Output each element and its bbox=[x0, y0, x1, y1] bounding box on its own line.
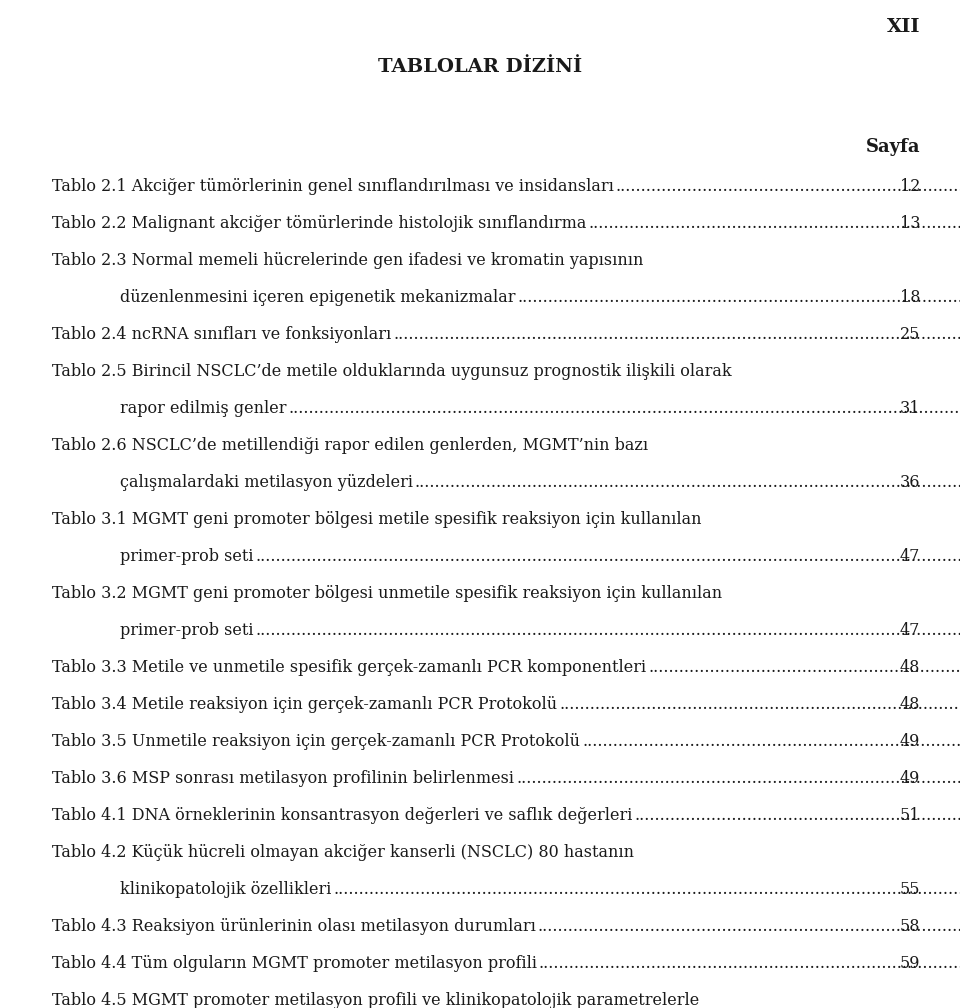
Text: ................................................................................: ........................................… bbox=[538, 918, 960, 935]
Text: 48: 48 bbox=[900, 696, 920, 713]
Text: Tablo 4.3 Reaksiyon ürünlerinin olası metilasyon durumları: Tablo 4.3 Reaksiyon ürünlerinin olası me… bbox=[52, 918, 536, 935]
Text: Tablo 2.3 Normal memeli hücrelerinde gen ifadesi ve kromatin yapısının: Tablo 2.3 Normal memeli hücrelerinde gen… bbox=[52, 252, 643, 269]
Text: çalışmalardaki metilasyon yüzdeleri: çalışmalardaki metilasyon yüzdeleri bbox=[120, 474, 413, 491]
Text: TABLOLAR DİZİNİ: TABLOLAR DİZİNİ bbox=[378, 58, 582, 76]
Text: ................................................................................: ........................................… bbox=[517, 289, 960, 306]
Text: Tablo 3.2 MGMT geni promoter bölgesi unmetile spesifik reaksiyon için kullanılan: Tablo 3.2 MGMT geni promoter bölgesi unm… bbox=[52, 585, 722, 602]
Text: ................................................................................: ........................................… bbox=[616, 178, 960, 195]
Text: Tablo 2.1 Akciğer tümörlerinin genel sınıflandırılması ve insidansları: Tablo 2.1 Akciğer tümörlerinin genel sın… bbox=[52, 178, 613, 195]
Text: 47: 47 bbox=[900, 548, 920, 565]
Text: primer-prob seti: primer-prob seti bbox=[120, 548, 253, 565]
Text: 13: 13 bbox=[900, 215, 920, 232]
Text: Tablo 2.6 NSCLC’de metillendiği rapor edilen genlerden, MGMT’nin bazı: Tablo 2.6 NSCLC’de metillendiği rapor ed… bbox=[52, 437, 648, 454]
Text: 58: 58 bbox=[900, 918, 920, 935]
Text: ................................................................................: ........................................… bbox=[415, 474, 960, 491]
Text: Tablo 4.5 MGMT promoter metilasyon profili ve klinikopatolojik parametrelerle: Tablo 4.5 MGMT promoter metilasyon profi… bbox=[52, 992, 699, 1008]
Text: 48: 48 bbox=[900, 659, 920, 676]
Text: XII: XII bbox=[886, 18, 920, 36]
Text: Tablo 4.1 DNA örneklerinin konsantrasyon değerleri ve saflık değerleri: Tablo 4.1 DNA örneklerinin konsantrasyon… bbox=[52, 807, 633, 824]
Text: Tablo 3.3 Metile ve unmetile spesifik gerçek-zamanlı PCR komponentleri: Tablo 3.3 Metile ve unmetile spesifik ge… bbox=[52, 659, 646, 676]
Text: 49: 49 bbox=[900, 733, 920, 750]
Text: rapor edilmiş genler: rapor edilmiş genler bbox=[120, 400, 286, 417]
Text: 47: 47 bbox=[900, 622, 920, 639]
Text: primer-prob seti: primer-prob seti bbox=[120, 622, 253, 639]
Text: ................................................................................: ........................................… bbox=[394, 326, 960, 343]
Text: Sayfa: Sayfa bbox=[866, 138, 920, 156]
Text: 59: 59 bbox=[900, 955, 920, 972]
Text: Tablo 4.2 Küçük hücreli olmayan akciğer kanserli (NSCLC) 80 hastanın: Tablo 4.2 Küçük hücreli olmayan akciğer … bbox=[52, 844, 634, 861]
Text: Tablo 4.4 Tüm olguların MGMT promoter metilasyon profili: Tablo 4.4 Tüm olguların MGMT promoter me… bbox=[52, 955, 537, 972]
Text: 12: 12 bbox=[900, 178, 920, 195]
Text: düzenlenmesini içeren epigenetik mekanizmalar: düzenlenmesini içeren epigenetik mekaniz… bbox=[120, 289, 516, 306]
Text: 36: 36 bbox=[900, 474, 920, 491]
Text: ................................................................................: ........................................… bbox=[333, 881, 960, 898]
Text: ................................................................................: ........................................… bbox=[289, 400, 960, 417]
Text: Tablo 3.1 MGMT geni promoter bölgesi metile spesifik reaksiyon için kullanılan: Tablo 3.1 MGMT geni promoter bölgesi met… bbox=[52, 511, 702, 528]
Text: ................................................................................: ........................................… bbox=[648, 659, 960, 676]
Text: 18: 18 bbox=[900, 289, 920, 306]
Text: 49: 49 bbox=[900, 770, 920, 787]
Text: ................................................................................: ........................................… bbox=[559, 696, 960, 713]
Text: ................................................................................: ........................................… bbox=[539, 955, 960, 972]
Text: 51: 51 bbox=[900, 807, 920, 824]
Text: Tablo 3.4 Metile reaksiyon için gerçek-zamanlı PCR Protokolü: Tablo 3.4 Metile reaksiyon için gerçek-z… bbox=[52, 696, 557, 713]
Text: 31: 31 bbox=[900, 400, 920, 417]
Text: ................................................................................: ........................................… bbox=[635, 807, 960, 824]
Text: ................................................................................: ........................................… bbox=[255, 622, 960, 639]
Text: Tablo 2.2 Malignant akciğer tömürlerinde histolojik sınıflandırma: Tablo 2.2 Malignant akciğer tömürlerinde… bbox=[52, 215, 587, 232]
Text: klinikopatolojik özellikleri: klinikopatolojik özellikleri bbox=[120, 881, 331, 898]
Text: ................................................................................: ........................................… bbox=[516, 770, 960, 787]
Text: 25: 25 bbox=[900, 326, 920, 343]
Text: Tablo 3.6 MSP sonrası metilasyon profilinin belirlenmesi: Tablo 3.6 MSP sonrası metilasyon profili… bbox=[52, 770, 514, 787]
Text: Tablo 3.5 Unmetile reaksiyon için gerçek-zamanlı PCR Protokolü: Tablo 3.5 Unmetile reaksiyon için gerçek… bbox=[52, 733, 580, 750]
Text: 55: 55 bbox=[900, 881, 920, 898]
Text: Tablo 2.5 Birincil NSCLC’de metile olduklarında uygunsuz prognostik ilişkili ola: Tablo 2.5 Birincil NSCLC’de metile olduk… bbox=[52, 363, 732, 380]
Text: ................................................................................: ........................................… bbox=[582, 733, 960, 750]
Text: Tablo 2.4 ncRNA sınıfları ve fonksiyonları: Tablo 2.4 ncRNA sınıfları ve fonksiyonla… bbox=[52, 326, 392, 343]
Text: ................................................................................: ........................................… bbox=[588, 215, 960, 232]
Text: ................................................................................: ........................................… bbox=[255, 548, 960, 565]
